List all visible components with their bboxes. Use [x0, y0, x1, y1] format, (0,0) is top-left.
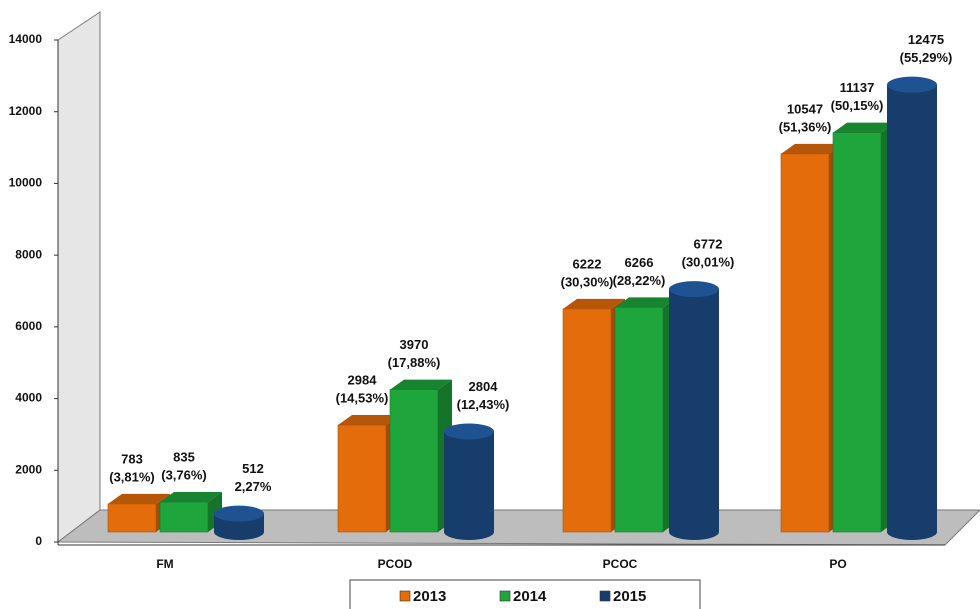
bar: [562, 308, 612, 533]
y-tick-label: 2000: [15, 462, 42, 476]
y-tick-label: 8000: [15, 247, 42, 261]
legend-label: 2014: [513, 588, 547, 605]
bar-top: [214, 505, 264, 522]
bar-top: [833, 122, 895, 133]
percent-label: (14,53%): [336, 390, 389, 405]
y-tick-label: 0: [35, 534, 42, 548]
legend-swatch: [499, 590, 511, 602]
legend-label: 2013: [413, 588, 446, 605]
legend-swatch: [599, 590, 611, 602]
bar-top: [390, 379, 452, 390]
bar: [159, 501, 209, 533]
y-tick-label: 10000: [9, 176, 43, 190]
bar-top: [781, 143, 843, 154]
bar-top: [669, 281, 719, 298]
bar: [389, 389, 439, 533]
bar-top: [444, 423, 494, 440]
x-tick-label: PO: [829, 557, 846, 571]
legend-label: 2015: [613, 588, 646, 605]
bar-top: [615, 297, 677, 308]
side-wall: [57, 11, 101, 544]
bar-top: [563, 298, 625, 309]
x-tick-label: FM: [156, 557, 173, 571]
percent-label: (51,36%): [779, 119, 832, 134]
bar: [780, 153, 830, 533]
percent-label: (3,81%): [109, 469, 155, 484]
bar-bottom: [669, 524, 719, 540]
value-label: 2984: [348, 372, 378, 387]
percent-label: (12,43%): [457, 397, 510, 412]
bar-top: [160, 492, 222, 503]
bar-top: [338, 415, 400, 426]
bar: [444, 431, 494, 532]
percent-label: (30,01%): [682, 255, 735, 270]
percent-label: (28,22%): [613, 273, 666, 288]
value-label: 6772: [694, 237, 723, 252]
y-tick-label: 12000: [9, 104, 43, 118]
bar-bottom: [887, 524, 937, 540]
y-tick-label: 4000: [15, 391, 42, 405]
value-label: 10547: [787, 101, 823, 116]
bar: [887, 84, 937, 533]
percent-label: (50,15%): [831, 98, 884, 113]
y-tick-label: 14000: [9, 32, 43, 46]
value-label: 6266: [625, 255, 654, 270]
value-label: 12475: [908, 32, 944, 47]
x-tick-label: PCOD: [378, 557, 413, 571]
bar-bottom: [214, 524, 264, 540]
value-label: 11137: [840, 80, 875, 95]
legend-swatch: [399, 590, 411, 602]
bar: [337, 424, 387, 533]
percent-label: (55,29%): [900, 50, 953, 65]
value-label: 512: [242, 461, 264, 476]
bar-top: [887, 76, 937, 93]
x-tick-label: PCOC: [603, 557, 638, 571]
percent-label: (17,88%): [388, 355, 441, 370]
y-tick-label: 6000: [15, 319, 42, 333]
bar: [107, 503, 157, 533]
value-label: 2804: [469, 379, 499, 394]
percent-label: (3,76%): [161, 467, 207, 482]
value-label: 3970: [400, 337, 429, 352]
bar-bottom: [444, 524, 494, 540]
bar-top: [108, 493, 170, 504]
value-label: 6222: [573, 256, 602, 271]
floor: [56, 509, 980, 546]
value-label: 783: [121, 451, 143, 466]
bar: [669, 289, 719, 532]
percent-label: (30,30%): [561, 274, 614, 289]
percent-label: 2,27%: [235, 479, 272, 494]
bar: [832, 132, 882, 533]
value-label: 835: [173, 449, 195, 464]
bar: [614, 307, 664, 533]
